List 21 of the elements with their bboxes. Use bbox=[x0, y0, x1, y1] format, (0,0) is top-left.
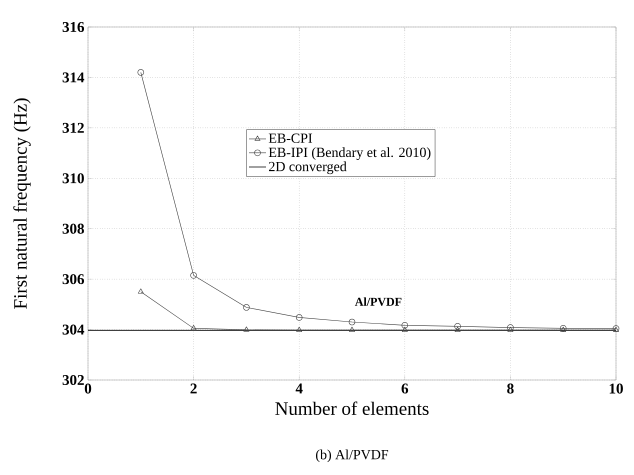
x-axis-title: Number of elements bbox=[275, 401, 429, 415]
x-tick-label: 2 bbox=[190, 384, 197, 394]
y-tick-label: 302 bbox=[62, 374, 84, 386]
y-tick-label: 306 bbox=[62, 274, 84, 284]
x-tick-label: 4 bbox=[296, 384, 303, 394]
x-tick-label: 0 bbox=[84, 384, 92, 394]
y-tick-label: 316 bbox=[62, 22, 84, 32]
y-tick-label: 314 bbox=[62, 72, 84, 82]
x-tick-label: 10 bbox=[610, 384, 623, 394]
y-tick-label: 308 bbox=[62, 224, 84, 234]
legend-label: EB-CPI bbox=[268, 134, 312, 143]
x-tick-label: 6 bbox=[402, 384, 408, 394]
annotation: Al/PVDF bbox=[354, 297, 402, 306]
y-tick-label: 310 bbox=[62, 173, 84, 184]
legend-label: 2D converged bbox=[269, 161, 347, 174]
x-tick-label: 8 bbox=[507, 384, 514, 394]
legend-label: EB-IPI (Bendary et al. 2010) bbox=[268, 147, 430, 160]
y-tick-label: 304 bbox=[62, 324, 84, 335]
y-tick-label: 312 bbox=[62, 122, 84, 133]
y-axis-title: First natural frequency (Hz) bbox=[13, 98, 31, 309]
text: (b) Al/PVDF bbox=[316, 450, 388, 462]
